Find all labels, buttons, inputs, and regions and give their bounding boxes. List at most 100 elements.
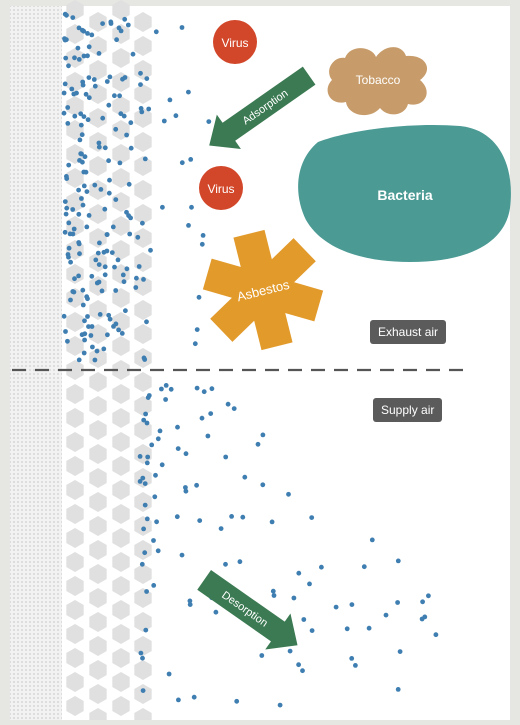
particle-dot	[163, 397, 169, 402]
adsorbent-hexagon	[66, 696, 84, 716]
adsorbent-hexagon	[66, 360, 84, 380]
particle-dot	[133, 285, 139, 290]
adsorbent-hexagon	[134, 612, 152, 632]
particle-dot	[140, 655, 145, 661]
particle-dot	[260, 432, 266, 438]
particle-dot	[153, 29, 159, 35]
bacteria-label: Bacteria	[377, 187, 432, 203]
particle-dot	[144, 589, 150, 594]
particle-dot	[199, 415, 205, 421]
particle-dot	[96, 144, 102, 150]
particle-dot	[80, 287, 86, 293]
adsorbent-hexagon	[89, 228, 107, 248]
particle-dot	[353, 663, 358, 668]
particle-dot	[76, 187, 81, 193]
particle-dot	[97, 240, 102, 246]
adsorbent-hexagon	[112, 360, 130, 380]
particle-dot	[123, 308, 128, 314]
particle-dot	[107, 177, 112, 183]
particle-dot	[159, 386, 164, 392]
particle-dot	[96, 140, 102, 146]
particle-dot	[144, 319, 149, 325]
particle-dot	[361, 564, 367, 570]
particle-dot	[349, 602, 355, 607]
adsorbent-hexagon	[66, 264, 84, 284]
adsorbent-hexagon	[112, 624, 130, 644]
particle-dot	[76, 57, 82, 62]
particle-dot	[105, 332, 110, 338]
particle-dot	[142, 156, 148, 162]
adsorbent-hexagon	[89, 684, 107, 704]
particle-dot	[86, 324, 91, 329]
particle-dot	[136, 264, 142, 269]
particle-dot	[141, 526, 147, 532]
adsorbent-hexagon	[112, 0, 130, 20]
adsorbent-hexagon	[134, 36, 152, 56]
particle-dot	[76, 357, 82, 363]
particle-dot	[71, 226, 77, 232]
particle-dot	[395, 558, 401, 564]
particle-dot	[223, 561, 228, 567]
particle-dot	[144, 76, 150, 81]
particle-dot	[183, 488, 189, 494]
adsorbent-hexagon	[89, 588, 107, 608]
particle-dot	[196, 294, 202, 300]
particle-dot	[85, 31, 90, 36]
adsorbent-hexagon	[89, 12, 107, 32]
particle-dot	[186, 89, 191, 95]
particle-dot	[86, 213, 92, 218]
particle-dot	[81, 169, 87, 175]
particle-dot	[72, 113, 78, 119]
particle-dot	[143, 627, 149, 633]
particle-dot	[122, 16, 128, 22]
particle-dot	[205, 433, 211, 439]
particle-dot	[89, 324, 95, 329]
particle-dot	[116, 25, 122, 31]
particle-dot	[95, 250, 101, 256]
adsorbent-hexagon	[112, 480, 130, 500]
particle-dot	[124, 266, 130, 272]
particle-dot	[96, 262, 102, 267]
particle-dot	[126, 181, 132, 187]
adsorbent-hexagon	[112, 288, 130, 308]
particle-dot	[349, 656, 355, 661]
particle-dot	[309, 628, 315, 633]
particle-dot	[159, 462, 165, 468]
particle-dot	[144, 516, 150, 522]
particle-dot	[223, 454, 229, 460]
particle-dot	[183, 485, 188, 490]
particle-dot	[201, 389, 207, 395]
particle-dot	[213, 609, 219, 615]
particle-dot	[208, 411, 214, 416]
particle-dot	[397, 649, 403, 654]
particle-dot	[70, 15, 76, 20]
particle-dot	[120, 272, 126, 278]
adsorbent-hexagon	[112, 672, 130, 692]
particle-dot	[112, 93, 117, 99]
particle-dot	[65, 121, 71, 126]
virus-top-circle	[213, 20, 257, 64]
particle-dot	[142, 502, 148, 508]
particle-dot	[160, 204, 165, 210]
particle-dot	[145, 454, 151, 460]
adsorbent-hexagon	[89, 492, 107, 512]
particle-dot	[127, 231, 133, 237]
particle-dot	[85, 314, 90, 319]
particle-dot	[81, 53, 87, 59]
adsorbent-hexagon	[134, 60, 152, 80]
particle-dot	[84, 189, 90, 195]
asbestos-star: Asbestos	[202, 229, 324, 351]
particle-dot	[89, 273, 95, 279]
exhaust-air-label: Exhaust air	[370, 320, 447, 344]
particle-dot	[93, 257, 99, 263]
particle-dot	[191, 694, 197, 700]
particle-dot	[143, 411, 149, 417]
adsorbent-hexagon	[66, 0, 84, 20]
adsorbent-hexagon	[89, 324, 107, 344]
particle-dot	[139, 561, 145, 567]
particle-dot	[270, 588, 276, 594]
particle-dot	[300, 668, 305, 674]
particle-dot	[277, 702, 283, 708]
particle-dot	[149, 442, 155, 448]
